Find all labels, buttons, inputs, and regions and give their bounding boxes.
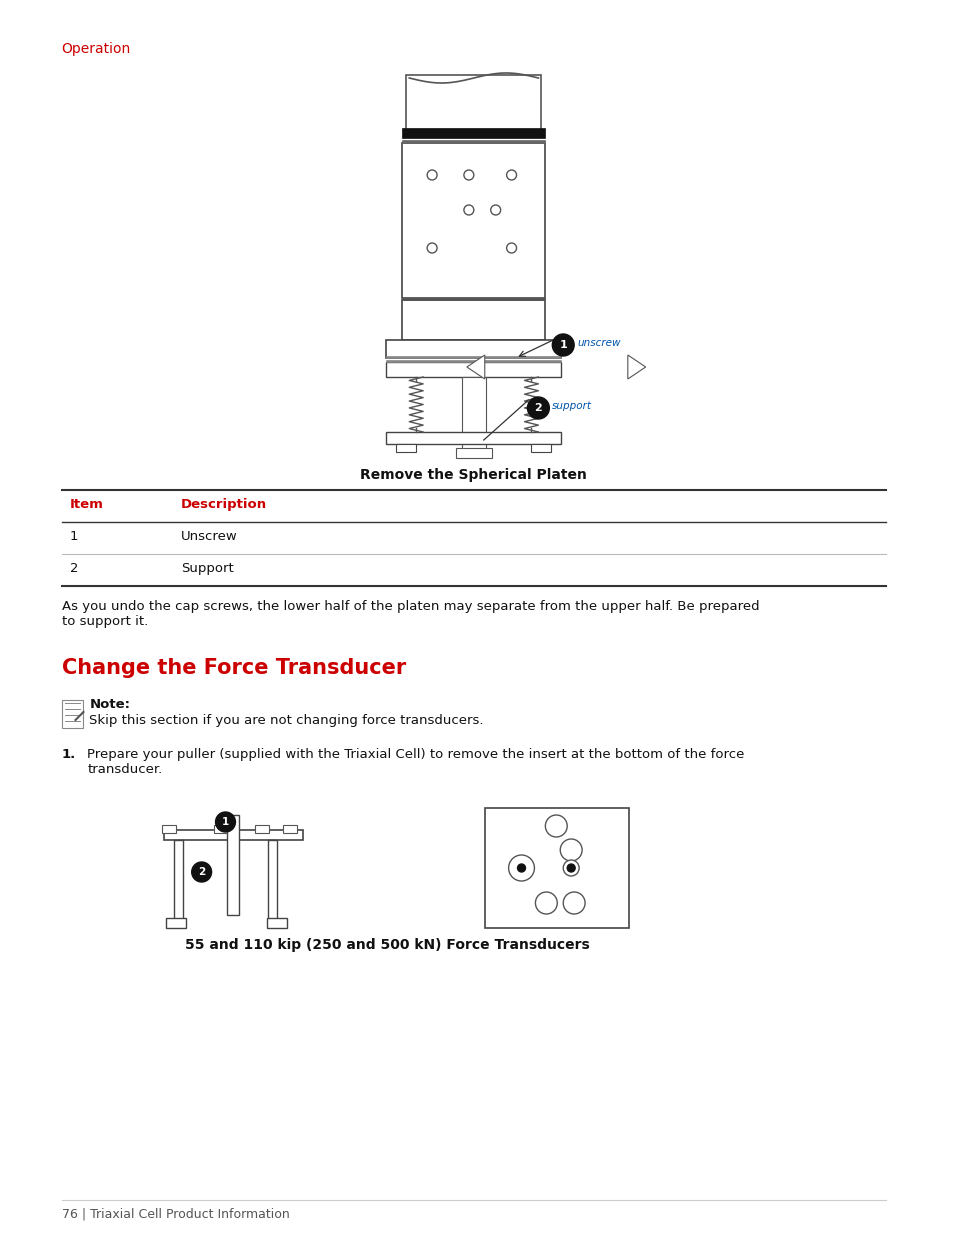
Text: Unscrew: Unscrew [181,530,237,543]
Circle shape [506,243,516,253]
Text: Note:: Note: [90,698,131,711]
Circle shape [490,205,500,215]
FancyBboxPatch shape [484,808,628,927]
Circle shape [463,205,474,215]
Polygon shape [627,354,645,379]
Circle shape [527,396,549,419]
Text: 1: 1 [222,818,229,827]
Text: Description: Description [181,498,267,511]
FancyBboxPatch shape [402,143,545,298]
Text: Operation: Operation [62,42,131,56]
FancyBboxPatch shape [402,300,545,340]
FancyBboxPatch shape [402,128,545,138]
FancyBboxPatch shape [162,825,175,832]
Circle shape [562,892,584,914]
Text: Remove the Spherical Platen: Remove the Spherical Platen [360,468,587,482]
Text: Prepare your puller (supplied with the Triaxial Cell) to remove the insert at th: Prepare your puller (supplied with the T… [88,748,744,776]
Polygon shape [466,354,484,379]
FancyBboxPatch shape [386,340,560,358]
Text: Item: Item [70,498,103,511]
FancyBboxPatch shape [395,445,416,452]
FancyBboxPatch shape [267,918,287,927]
Circle shape [427,170,436,180]
Circle shape [508,855,534,881]
Circle shape [192,862,212,882]
FancyBboxPatch shape [255,825,269,832]
FancyBboxPatch shape [386,362,560,377]
Circle shape [215,811,235,832]
FancyBboxPatch shape [386,359,560,362]
FancyBboxPatch shape [386,432,560,445]
FancyBboxPatch shape [406,75,540,130]
Text: 2: 2 [534,403,541,412]
FancyBboxPatch shape [402,140,545,143]
Circle shape [545,815,567,837]
Text: 1: 1 [70,530,78,543]
FancyBboxPatch shape [227,815,239,915]
Text: 2: 2 [70,562,78,576]
FancyBboxPatch shape [531,445,551,452]
Text: 1: 1 [558,340,566,350]
Circle shape [552,333,574,356]
Text: As you undo the cap screws, the lower half of the platen may separate from the u: As you undo the cap screws, the lower ha… [62,600,759,629]
Circle shape [562,860,578,876]
FancyBboxPatch shape [62,700,83,727]
Circle shape [559,839,581,861]
FancyBboxPatch shape [173,840,183,920]
Text: 1.: 1. [62,748,75,761]
Circle shape [567,864,575,872]
Circle shape [506,170,516,180]
Text: 55 and 110 kip (250 and 500 kN) Force Transducers: 55 and 110 kip (250 and 500 kN) Force Tr… [185,939,589,952]
Circle shape [427,243,436,253]
FancyBboxPatch shape [283,825,296,832]
Text: 76 | Triaxial Cell Product Information: 76 | Triaxial Cell Product Information [62,1208,289,1221]
FancyBboxPatch shape [164,830,303,840]
Circle shape [517,864,525,872]
Text: support: support [552,401,592,411]
FancyBboxPatch shape [402,298,545,300]
FancyBboxPatch shape [166,918,186,927]
Text: Support: Support [181,562,233,576]
Text: Change the Force Transducer: Change the Force Transducer [62,658,405,678]
Text: unscrew: unscrew [577,338,620,348]
Circle shape [535,892,557,914]
FancyBboxPatch shape [386,356,560,358]
FancyBboxPatch shape [456,448,491,458]
FancyBboxPatch shape [461,377,485,450]
Circle shape [463,170,474,180]
FancyBboxPatch shape [268,840,277,920]
Text: Skip this section if you are not changing force transducers.: Skip this section if you are not changin… [90,714,483,727]
Text: 2: 2 [198,867,205,877]
FancyBboxPatch shape [213,825,227,832]
